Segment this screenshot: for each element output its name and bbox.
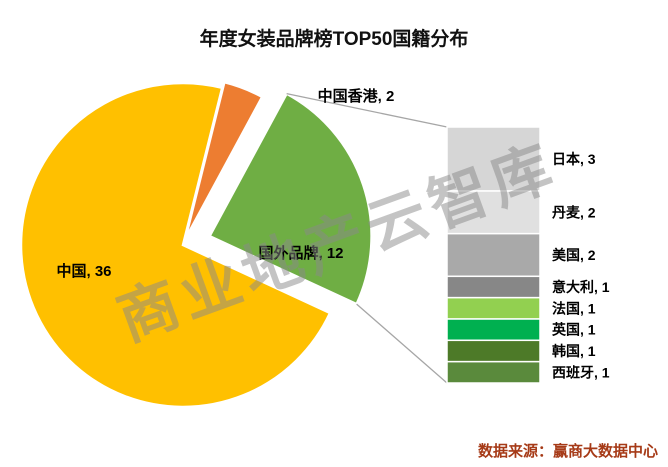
bar-label-法国: 法国, 1	[552, 300, 596, 316]
connector-line-bottom	[356, 303, 448, 384]
bar-label-丹麦: 丹麦, 2	[552, 204, 596, 220]
bar-label-英国: 英国, 1	[551, 322, 596, 338]
bar-label-美国: 美国, 2	[552, 247, 596, 263]
pie-label-中国: 中国, 36	[56, 262, 111, 280]
pie-slice-中国香港	[183, 80, 264, 241]
bar-segment-法国	[446, 296, 541, 320]
bar-label-西班牙: 西班牙, 1	[552, 364, 610, 380]
pie-slice-国外品牌	[207, 91, 373, 306]
bar-segment-美国	[446, 232, 541, 278]
bar-segment-日本	[446, 126, 541, 192]
bar-segment-丹麦	[446, 190, 541, 235]
bar-segment-韩国	[446, 339, 541, 363]
bar-segment-英国	[446, 318, 541, 342]
data-source: 数据来源：赢商大数据中心	[477, 443, 658, 460]
bar-label-韩国: 韩国, 1	[552, 343, 596, 359]
pie-label-国外品牌: 国外品牌, 12	[258, 244, 343, 262]
connector-line-top	[286, 93, 448, 128]
bar-label-日本: 日本, 3	[552, 151, 596, 167]
pie-label-中国香港: 中国香港, 2	[318, 87, 395, 105]
pie-slice-中国	[19, 81, 332, 409]
chart-title: 年度女装品牌榜TOP50国籍分布	[199, 29, 469, 50]
bar-label-意大利: 意大利, 1	[552, 279, 610, 295]
bar-segment-西班牙	[446, 360, 541, 384]
bar-segment-意大利	[446, 275, 541, 299]
